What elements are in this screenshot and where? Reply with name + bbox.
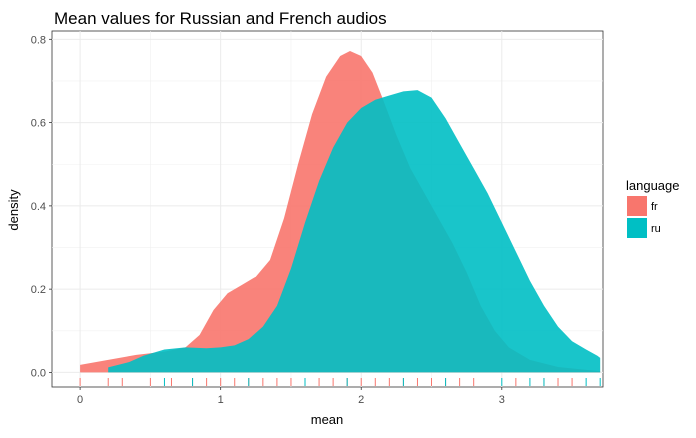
legend-label-ru: ru [651,223,661,235]
y-tick-label: 0.6 [31,118,46,130]
x-tick-label: 3 [499,394,505,406]
x-axis-title: mean [311,412,344,427]
legend-label-fr: fr [651,201,658,213]
legend-swatch-ru [627,218,647,238]
density-area-ru [108,90,601,373]
y-tick-label: 0.0 [31,367,46,379]
legend: language fr ru [626,178,680,238]
y-axis-title: density [6,189,21,231]
legend-title: language [626,178,680,193]
y-tick-label: 0.8 [31,34,46,46]
density-areas [80,51,601,373]
x-tick-label: 1 [218,394,224,406]
chart-title: Mean values for Russian and French audio… [54,9,387,28]
y-tick-label: 0.4 [31,201,46,213]
x-tick-label: 0 [77,394,83,406]
y-tick-label: 0.2 [31,284,46,296]
rug-marks [79,378,601,386]
y-axis: 0.0 0.2 0.4 0.6 0.8 [31,34,52,379]
x-axis: 0 1 2 3 [77,387,505,406]
x-tick-label: 2 [358,394,364,406]
legend-swatch-fr [627,196,647,216]
